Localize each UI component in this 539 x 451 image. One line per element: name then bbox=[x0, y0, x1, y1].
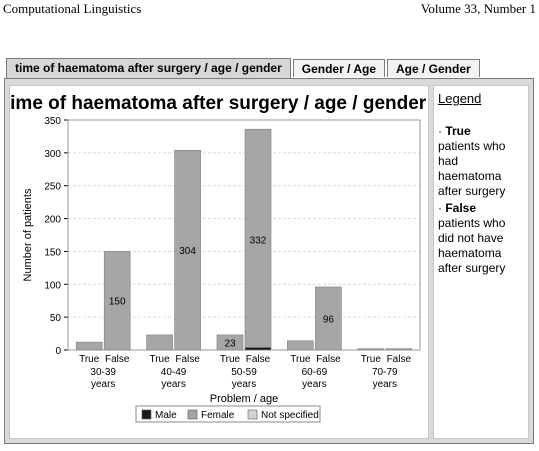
legend-swatch bbox=[187, 409, 198, 420]
bar-segment bbox=[287, 340, 314, 351]
bar-segment bbox=[146, 334, 173, 351]
x-group-label: 40-49 bbox=[161, 367, 187, 378]
legend-swatch bbox=[247, 409, 258, 420]
x-axis-label: Problem / age bbox=[210, 393, 278, 405]
legend-label: Not specified bbox=[261, 410, 319, 421]
x-group-label: 70-79 bbox=[372, 367, 398, 378]
tab-gender-age[interactable]: Gender / Age bbox=[292, 59, 385, 77]
x-group-label: years bbox=[232, 379, 256, 390]
x-group-label: years bbox=[373, 379, 397, 390]
x-group-label: 30-39 bbox=[90, 367, 116, 378]
x-group-label: years bbox=[91, 379, 115, 390]
volume-number: Volume 33, Number 1 bbox=[420, 1, 536, 16]
tab-panel: time of haematoma after surgery / age / … bbox=[4, 78, 534, 444]
definition-text: patients who did not have haematoma afte… bbox=[438, 216, 506, 275]
definition-text: patients who had haematoma after surgery bbox=[438, 139, 506, 198]
bar-category-label: False bbox=[246, 354, 271, 365]
bar-category-label: True bbox=[220, 354, 241, 365]
bar-category-label: True bbox=[290, 354, 311, 365]
data-label: 23 bbox=[224, 338, 236, 349]
chart-title: time of haematoma after surgery / age / … bbox=[10, 93, 427, 114]
x-group-label: 50-59 bbox=[231, 367, 257, 378]
bar-category-label: True bbox=[79, 354, 100, 365]
definition-term: False bbox=[445, 201, 477, 215]
bar-category-label: False bbox=[105, 354, 130, 365]
y-tick-label: 50 bbox=[50, 313, 62, 324]
bar-segment bbox=[244, 347, 272, 351]
y-tick-label: 300 bbox=[44, 149, 61, 160]
legend-swatch bbox=[141, 409, 152, 420]
x-group-label: 60-69 bbox=[302, 367, 328, 378]
bar-segment bbox=[357, 348, 385, 351]
y-tick-label: 200 bbox=[44, 215, 61, 226]
data-label: 304 bbox=[179, 246, 196, 257]
legend-label: Male bbox=[155, 410, 177, 421]
tab-time-age-gender[interactable]: time of haematoma after surgery / age / … bbox=[6, 58, 291, 78]
bar-chart: time of haematoma after surgery / age / … bbox=[4, 93, 427, 423]
definition-false: · False patients who did not have haemat… bbox=[438, 201, 524, 276]
x-group-label: years bbox=[302, 379, 326, 390]
bar-segment bbox=[75, 341, 103, 351]
bar-category-label: False bbox=[387, 354, 412, 365]
definition-term: True bbox=[445, 124, 471, 138]
y-tick-label: 0 bbox=[55, 346, 61, 357]
data-label: 150 bbox=[109, 297, 126, 308]
bar-segment bbox=[103, 251, 131, 351]
data-label: 332 bbox=[250, 236, 267, 247]
bar-segment bbox=[174, 149, 201, 351]
bar-segment bbox=[216, 334, 244, 351]
bar-category-label: True bbox=[361, 354, 382, 365]
chart-area: time of haematoma after surgery / age / … bbox=[4, 85, 429, 439]
y-axis-label: Number of patients bbox=[22, 188, 34, 281]
tab-age-gender[interactable]: Age / Gender bbox=[387, 59, 480, 77]
plot-frame bbox=[67, 119, 421, 351]
tab-bar: time of haematoma after surgery / age / … bbox=[6, 58, 480, 78]
bar-segment bbox=[315, 286, 342, 351]
data-label: 96 bbox=[323, 314, 335, 325]
legend-label: Female bbox=[201, 410, 235, 421]
bar-segment bbox=[385, 348, 413, 351]
y-tick-label: 150 bbox=[44, 247, 61, 258]
bar-segment bbox=[244, 128, 272, 348]
bar-category-label: False bbox=[175, 354, 200, 365]
definition-panel-title: Legend bbox=[438, 91, 482, 106]
y-tick-label: 100 bbox=[44, 280, 61, 291]
x-group-label: years bbox=[161, 379, 185, 390]
definition-true: · True patients who had haematoma after … bbox=[438, 124, 524, 199]
running-head: Computational Linguistics Volume 33, Num… bbox=[3, 1, 536, 17]
bar-category-label: False bbox=[316, 354, 341, 365]
y-tick-label: 350 bbox=[44, 116, 61, 127]
journal-name: Computational Linguistics bbox=[3, 1, 142, 16]
y-tick-label: 250 bbox=[44, 182, 61, 193]
bar-category-label: True bbox=[149, 354, 170, 365]
chart-legend bbox=[135, 405, 321, 423]
definition-panel: Legend · True patients who had haematoma… bbox=[433, 85, 529, 439]
